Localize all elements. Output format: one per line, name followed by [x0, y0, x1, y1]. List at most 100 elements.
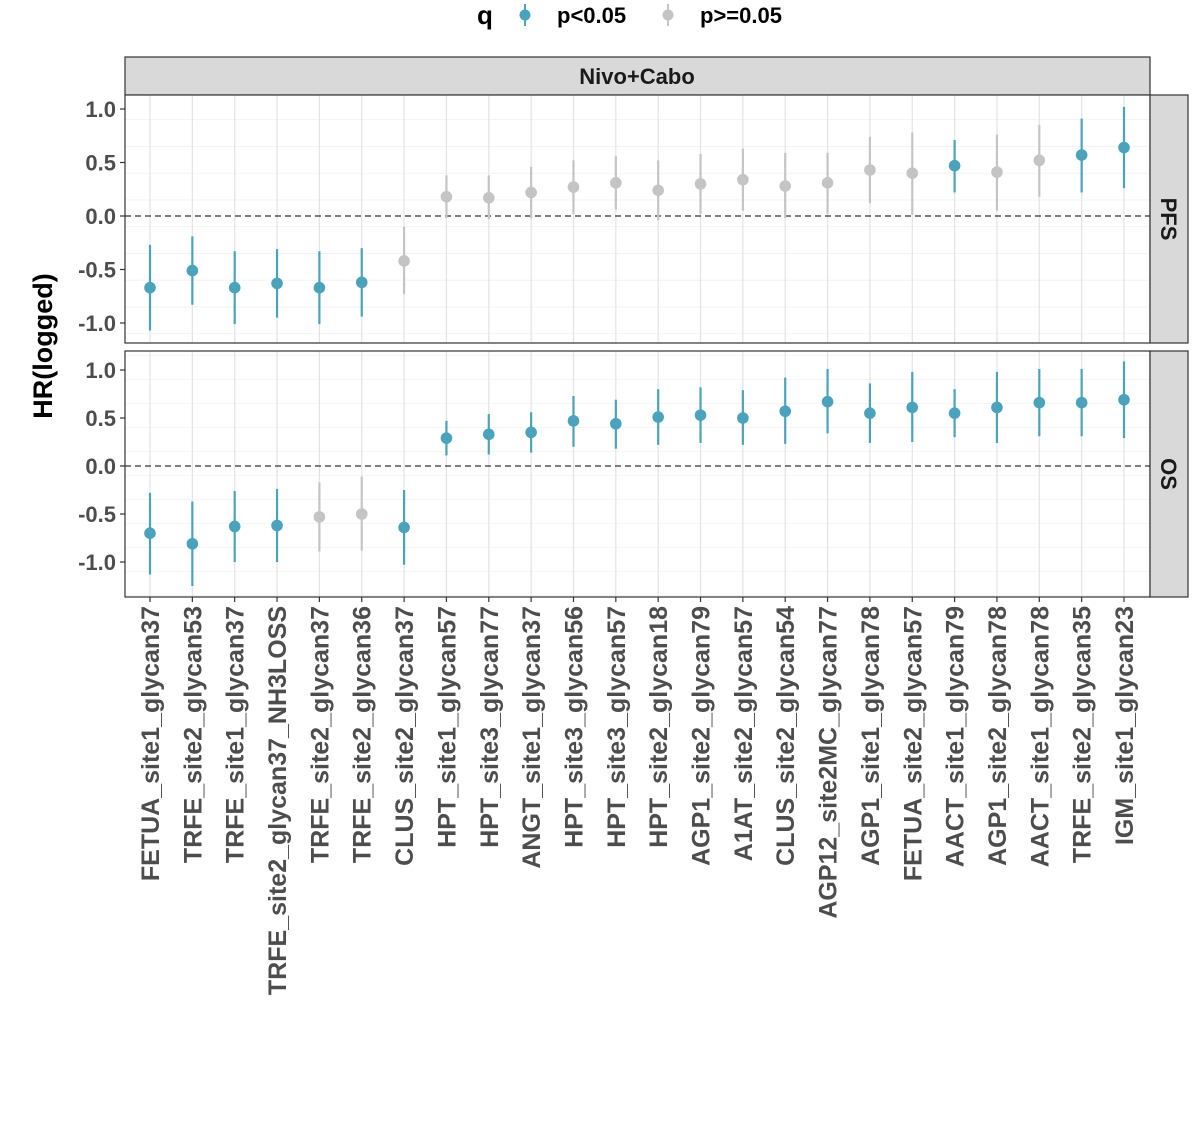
point-estimate — [228, 281, 241, 294]
point-estimate — [355, 276, 368, 289]
point-estimate — [694, 409, 707, 421]
point-estimate — [144, 281, 156, 294]
x-tick-label: IGM_site1_glycan23 — [1111, 606, 1139, 845]
point-estimate — [991, 166, 1003, 178]
point-estimate — [186, 264, 199, 277]
y-tick-label: 1.0 — [85, 358, 116, 383]
facet-strip-background — [124, 56, 1151, 96]
point-estimate — [144, 527, 156, 539]
point-estimate — [948, 159, 961, 172]
point-estimate — [779, 180, 792, 192]
legend-key-point — [662, 9, 674, 21]
x-tick-label: ANGT_site1_glycan37 — [518, 606, 546, 869]
x-tick-label: HPT_site2_glycan18 — [645, 606, 673, 848]
point-estimate — [1118, 393, 1130, 406]
panel-background — [125, 351, 1150, 597]
point-estimate — [864, 164, 876, 176]
y-tick-label: 0.5 — [85, 151, 116, 176]
x-tick-label: TRFE_site2_glycan37 — [306, 606, 334, 863]
point-estimate — [779, 405, 792, 418]
point-estimate — [525, 426, 537, 439]
point-estimate — [737, 173, 749, 186]
point-estimate — [991, 401, 1003, 414]
x-tick-label: A1AT_site2_glycan57 — [730, 606, 758, 861]
point-estimate — [313, 281, 326, 294]
point-estimate — [313, 511, 326, 523]
legend-key-point — [519, 9, 531, 21]
x-tick-label: HPT_site3_glycan56 — [560, 606, 588, 848]
point-estimate — [610, 417, 622, 430]
legend-title: q — [477, 0, 493, 30]
point-estimate — [440, 190, 453, 203]
facet-title: Nivo+Cabo — [579, 64, 695, 89]
x-tick-label: AGP1_site2_glycan79 — [688, 606, 716, 866]
y-tick-label: 0.5 — [85, 406, 116, 431]
panel-strip-label: PFS — [1156, 198, 1181, 241]
point-estimate — [1075, 396, 1088, 409]
point-estimate — [821, 177, 834, 189]
x-tick-label: AGP12_site2MC_glycan77 — [815, 606, 843, 919]
point-estimate — [610, 177, 622, 189]
x-tick-label: CLUS_site2_glycan37 — [391, 606, 419, 866]
point-estimate — [355, 508, 368, 520]
panel-strip — [1149, 94, 1189, 344]
point-estimate — [1075, 149, 1088, 161]
point-estimate — [440, 432, 453, 444]
x-tick-label: HPT_site1_glycan57 — [433, 606, 461, 848]
y-axis-title: HR(logged) — [28, 273, 58, 418]
x-tick-label: FETUA_site2_glycan57 — [899, 606, 927, 881]
point-estimate — [1118, 141, 1130, 154]
x-tick-label: AACT_site1_glycan78 — [1026, 606, 1054, 867]
point-estimate — [525, 186, 537, 199]
y-tick-label: -0.5 — [78, 258, 116, 283]
y-tick-label: -1.0 — [78, 311, 116, 336]
point-estimate — [1033, 154, 1046, 167]
point-estimate — [821, 395, 834, 408]
point-estimate — [1033, 396, 1046, 409]
legend-label: p<0.05 — [557, 3, 626, 28]
point-estimate — [652, 411, 664, 423]
y-tick-label: -0.5 — [78, 502, 116, 527]
x-tick-label: AGP1_site2_glycan78 — [984, 606, 1012, 866]
x-tick-label: CLUS_site2_glycan54 — [772, 606, 800, 866]
point-estimate — [567, 415, 580, 427]
legend: q p<0.05 p>=0.05 — [477, 0, 782, 30]
panel-background — [125, 95, 1150, 343]
point-estimate — [906, 401, 919, 414]
x-tick-label: TRFE_site2_glycan37_NH3LOSS — [264, 606, 292, 995]
x-tick-label: TRFE_site2_glycan36 — [349, 606, 377, 863]
x-tick-label: TRFE_site2_glycan53 — [179, 606, 207, 863]
y-tick-label: 1.0 — [85, 97, 116, 122]
x-tick-label: HPT_site3_glycan57 — [603, 606, 631, 848]
point-estimate — [271, 277, 283, 290]
point-estimate — [652, 184, 664, 197]
x-axis-labels: FETUA_site1_glycan37 TRFE_site2_glycan53 T… — [137, 606, 1139, 995]
point-estimate — [737, 412, 749, 424]
legend-items: p<0.05 p>=0.05 — [519, 3, 782, 28]
point-estimate — [398, 521, 410, 534]
panel-pfs: -1.0 -0.5 0.0 0.5 1.0 PFS — [78, 94, 1189, 344]
point-estimate — [398, 255, 410, 267]
x-tick-label: HPT_site3_glycan77 — [476, 606, 504, 848]
point-estimate — [482, 428, 495, 441]
x-tick-label: TRFE_site2_glycan35 — [1069, 606, 1097, 863]
panel-os: -1.0 -0.5 0.0 0.5 1.0 OS — [78, 350, 1189, 602]
panels: -1.0 -0.5 0.0 0.5 1.0 PFS -1.0 -0.5 0.0 0.5 1.0 OS — [78, 94, 1189, 602]
legend-label: p>=0.05 — [700, 3, 782, 28]
y-tick-label: 0.0 — [85, 204, 116, 229]
panel-strip — [1149, 350, 1189, 598]
point-estimate — [228, 520, 241, 533]
point-estimate — [948, 407, 961, 420]
x-tick-label: TRFE_site1_glycan37 — [222, 606, 250, 863]
panel-strip-label: OS — [1156, 458, 1181, 490]
y-tick-label: -1.0 — [78, 550, 116, 575]
facet-strip: Nivo+Cabo — [124, 56, 1151, 96]
point-estimate — [186, 537, 199, 550]
point-estimate — [482, 192, 495, 204]
x-tick-label: FETUA_site1_glycan37 — [137, 606, 165, 881]
point-estimate — [567, 181, 580, 193]
x-tick-label: AGP1_site1_glycan78 — [857, 606, 885, 866]
point-estimate — [271, 519, 283, 532]
point-estimate — [694, 178, 707, 190]
